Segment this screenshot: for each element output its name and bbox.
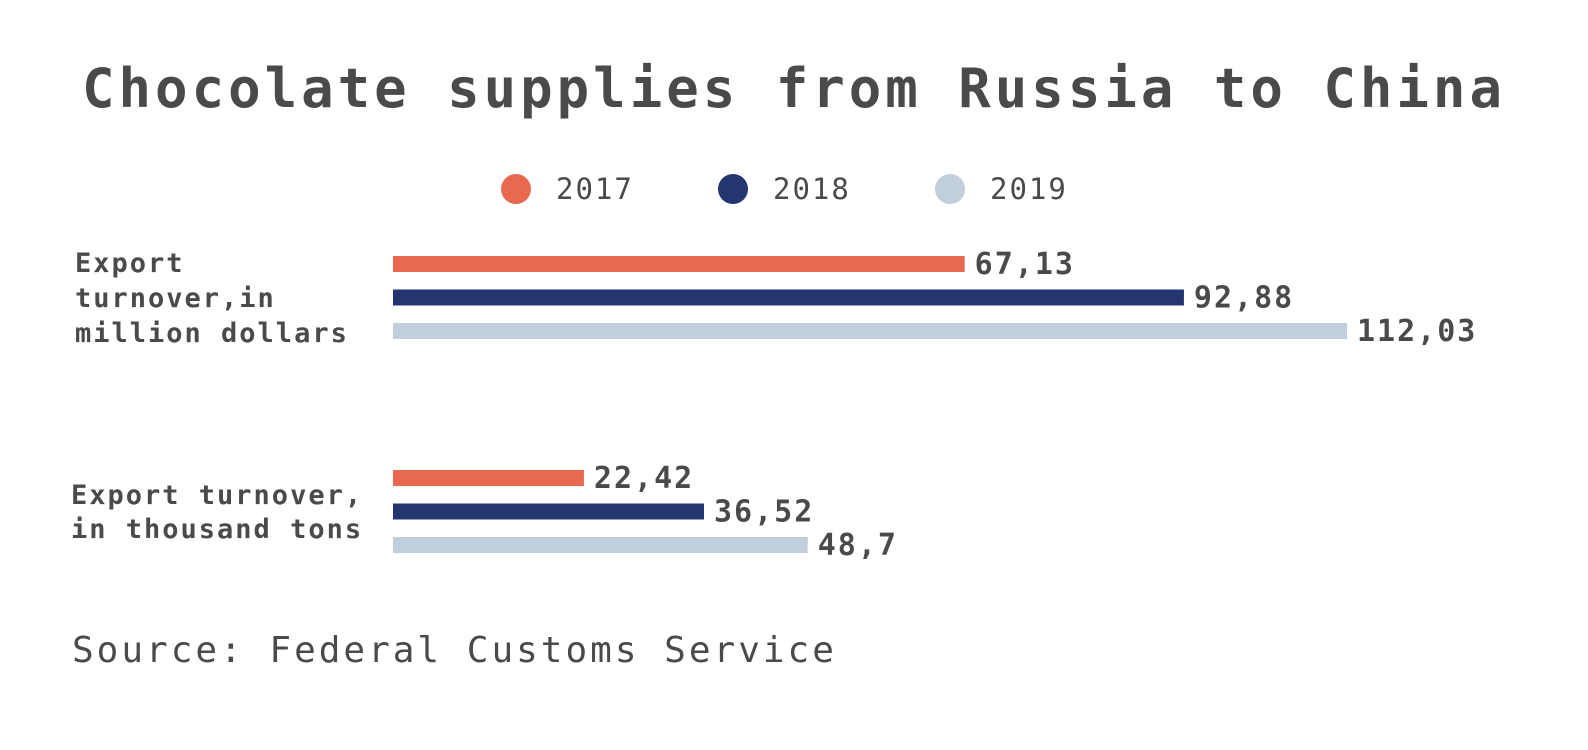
category-label: million dollars xyxy=(75,318,349,349)
bar-2017 xyxy=(393,470,584,486)
category-label: turnover,in xyxy=(75,283,276,314)
legend-label: 2017 xyxy=(556,172,634,206)
data-label: 92,88 xyxy=(1194,281,1294,316)
legend-item-2019: 2019 xyxy=(935,172,1068,206)
source-note: Source: Federal Customs Service xyxy=(72,630,837,671)
bar-2017 xyxy=(393,256,965,272)
legend-label: 2019 xyxy=(990,172,1068,206)
bars xyxy=(393,256,1347,553)
data-label: 22,42 xyxy=(594,461,694,496)
data-label: 67,13 xyxy=(975,247,1075,282)
data-label: 36,52 xyxy=(714,495,814,530)
chart-title: Chocolate supplies from Russia to China xyxy=(82,57,1506,120)
legend: 2017 2018 2019 xyxy=(501,172,1068,206)
legend-label: 2018 xyxy=(773,172,851,206)
legend-item-2018: 2018 xyxy=(718,172,851,206)
bar-2019 xyxy=(393,537,808,553)
data-label: 112,03 xyxy=(1357,314,1477,349)
category-label: Export xyxy=(75,248,185,279)
data-label: 48,7 xyxy=(818,528,898,563)
legend-item-2017: 2017 xyxy=(501,172,634,206)
bar-2018 xyxy=(393,503,704,520)
bar-2018 xyxy=(393,289,1184,306)
bar-2019 xyxy=(393,323,1347,339)
legend-swatch xyxy=(718,174,748,204)
category-label: in thousand tons xyxy=(71,514,363,545)
legend-swatch xyxy=(501,174,531,204)
legend-swatch xyxy=(935,174,965,204)
category-labels: Export turnover,in million dollars Export t… xyxy=(71,248,363,545)
category-label: Export turnover, xyxy=(71,480,363,511)
